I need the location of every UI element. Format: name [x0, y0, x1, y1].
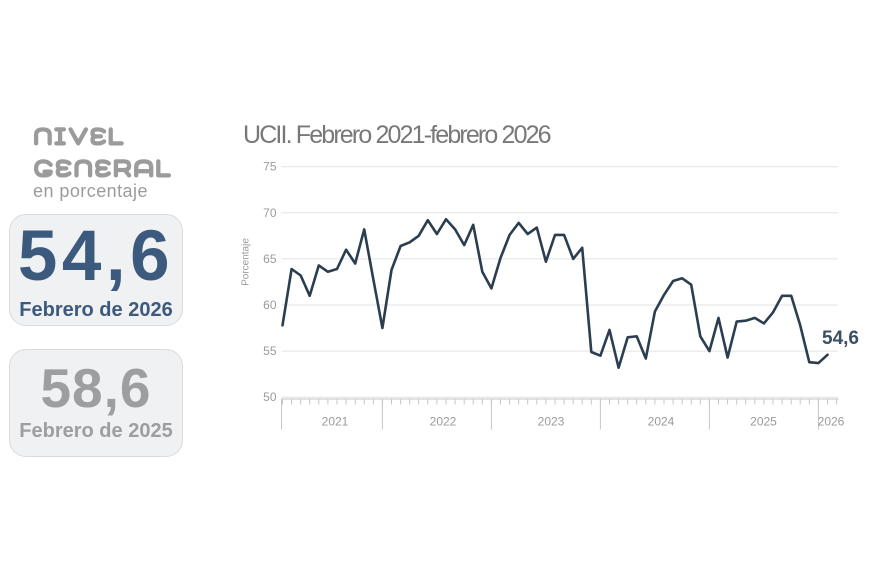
svg-text:2024: 2024 — [648, 415, 675, 429]
svg-text:75: 75 — [263, 160, 277, 174]
svg-text:54,6: 54,6 — [822, 328, 859, 349]
svg-text:60: 60 — [263, 298, 277, 312]
svg-text:2023: 2023 — [538, 415, 565, 429]
svg-text:2026: 2026 — [818, 415, 845, 429]
svg-text:55: 55 — [263, 344, 277, 358]
svg-text:70: 70 — [263, 206, 277, 220]
svg-text:2025: 2025 — [750, 415, 777, 429]
svg-text:2021: 2021 — [322, 415, 349, 429]
svg-text:2022: 2022 — [430, 415, 457, 429]
svg-text:65: 65 — [263, 252, 277, 266]
svg-text:50: 50 — [263, 390, 277, 404]
svg-text:Porcentaje: Porcentaje — [241, 238, 252, 286]
